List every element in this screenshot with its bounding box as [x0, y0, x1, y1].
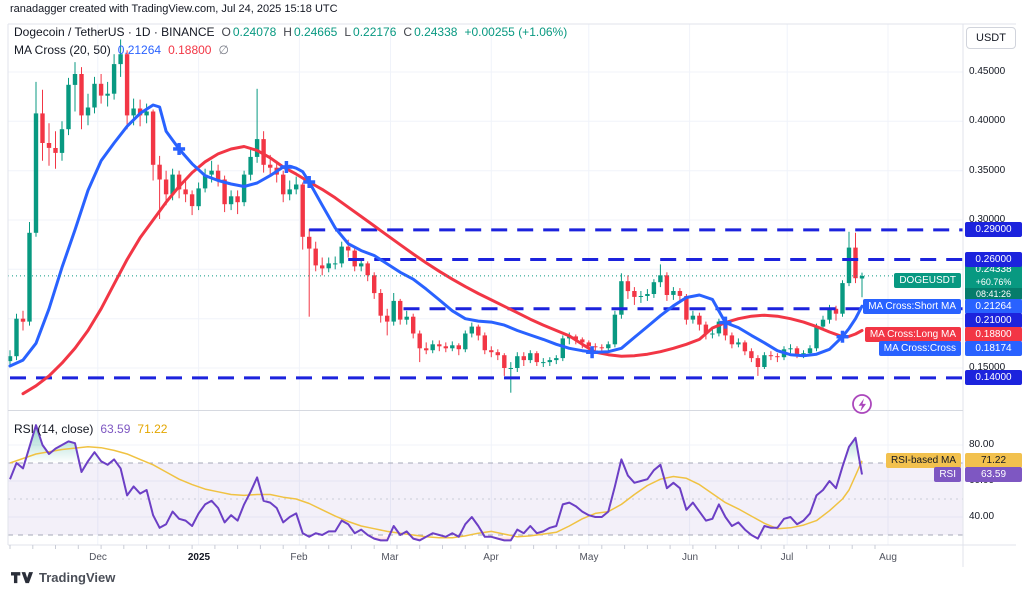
price-tick-label: 0.40000	[969, 115, 1006, 127]
tradingview-logo-text: TradingView	[39, 570, 116, 585]
rsi-ma-line	[9, 446, 863, 539]
rsi-tick-label: 40.00	[969, 511, 995, 522]
rsi-line	[9, 424, 863, 542]
time-axis-label: Apr	[483, 552, 499, 563]
time-axis-label: Mar	[381, 552, 399, 563]
time-axis-label: 2025	[187, 552, 211, 563]
open-value: 0.24078	[232, 25, 277, 39]
chart-label-ma-cross-short-ma: MA Cross:Short MA	[863, 298, 961, 314]
price-tick-label: 0.45000	[969, 65, 1006, 77]
last-price-badge: 0.24338 +60.76% 08:41:26	[965, 262, 1022, 300]
attribution-text: ranadagger created with TradingView.com,…	[10, 3, 338, 15]
rsi-axis-badge: 63.59	[965, 467, 1022, 483]
rsi-ma-value: 71.22	[137, 422, 168, 436]
tradingview-logo-icon	[11, 571, 33, 583]
last-price-change-pct: +60.76%	[975, 276, 1012, 287]
rsi-value: 63.59	[100, 422, 131, 436]
ma-cross-marker	[303, 176, 316, 189]
ma-cross-marker	[586, 346, 599, 359]
ma-cross-marker	[719, 316, 732, 329]
lightning-emoji-marker[interactable]	[852, 394, 872, 414]
time-axis-label: Dec	[89, 552, 107, 563]
rsi-tick-label: 80.00	[969, 439, 995, 450]
rsi-axis-badge: 71.22	[965, 453, 1022, 469]
main-chart-pane[interactable]	[8, 24, 963, 410]
high-label: H	[283, 25, 292, 39]
currency-unit-button[interactable]: USDT	[966, 27, 1016, 49]
time-axis-label: Jun	[681, 552, 699, 563]
time-axis-label: Jul	[780, 552, 794, 563]
time-axis-label: May	[579, 552, 599, 563]
ma-cross-marker	[173, 142, 186, 155]
close-value: 0.24338	[414, 25, 458, 39]
price-tick-label: 0.15000	[969, 362, 1006, 373]
price-tick-label: 0.30000	[969, 214, 1006, 225]
chart-label-ma-cross-long-ma: MA Cross:Long MA	[864, 326, 961, 342]
tradingview-logo[interactable]: TradingView	[11, 570, 115, 585]
chart-label-ma-cross-cross: MA Cross:Cross	[878, 340, 961, 356]
symbol-legend-row: Dogecoin / TetherUS · 1D · BINANCE O 0.2…	[14, 25, 567, 39]
price-tick-label: 0.35000	[969, 164, 1006, 176]
time-axis-label: Aug	[879, 552, 897, 563]
ma-cross-marker	[280, 161, 293, 174]
ma-long-line	[21, 145, 864, 396]
chart-label-rsi: RSI	[934, 467, 961, 483]
price-axis-badge: 0.14000	[965, 370, 1022, 386]
price-axis-badge: 0.18800	[965, 326, 1022, 342]
open-label: O	[221, 25, 231, 39]
ma-long-value: 0.18800	[168, 43, 212, 57]
time-axis-label: Feb	[290, 552, 308, 563]
price-axis-badge: 0.26000	[965, 251, 1022, 267]
chart-label-dogeusdt: DOGEUSDT	[894, 273, 961, 289]
close-label: C	[403, 25, 413, 39]
rsi-overbought-fill	[10, 425, 862, 463]
last-price-value: 0.24338	[975, 263, 1012, 275]
pane-separator[interactable]	[8, 410, 963, 412]
rsi-legend-row: RSI (14, close) 63.59 71.22	[14, 422, 167, 436]
high-value: 0.24665	[293, 25, 338, 39]
chart-label-rsi-based-ma: RSI-based MA	[885, 453, 961, 469]
bar-countdown: 08:41:26	[965, 287, 1022, 300]
symbol-title[interactable]: Dogecoin / TetherUS · 1D · BINANCE	[14, 25, 215, 39]
low-label: L	[344, 25, 352, 39]
change-value: +0.00255 (+1.06%)	[464, 25, 568, 39]
price-axis-badge: 0.21000	[965, 312, 1022, 328]
ma-cross-indicator-title[interactable]: MA Cross (20, 50)	[14, 43, 111, 57]
ma-short-value: 0.21264	[117, 43, 162, 57]
rsi-indicator-title[interactable]: RSI (14, close)	[14, 422, 94, 436]
ma-cross-legend-row: MA Cross (20, 50) 0.21264 0.18800 ∅	[14, 43, 229, 57]
price-axis-badge: 0.18174	[965, 340, 1022, 356]
ma-cross-marker	[836, 330, 849, 343]
price-axis-badge: 0.21264	[965, 298, 1022, 314]
low-value: 0.22176	[353, 25, 397, 39]
ma-cross-empty-value: ∅	[218, 43, 229, 57]
price-axis-badge: 0.29000	[965, 222, 1022, 238]
